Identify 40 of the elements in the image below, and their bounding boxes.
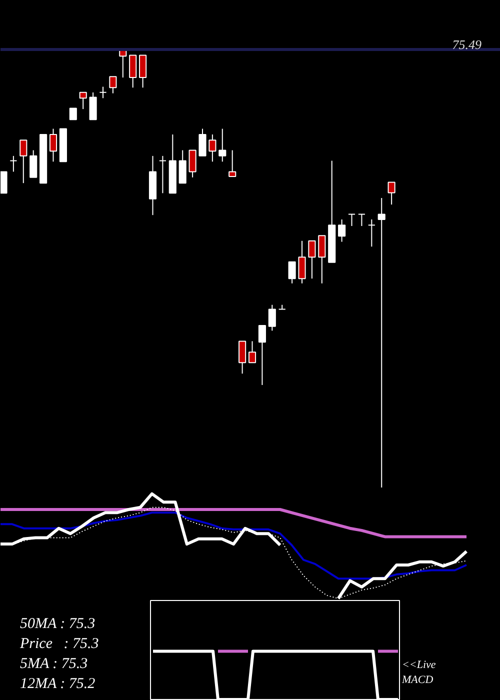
candlestick (10, 155, 18, 172)
text: 50MA : 75.3 (20, 615, 96, 634)
candlestick (99, 86, 107, 99)
candlestick (208, 134, 216, 162)
candlestick (368, 218, 376, 248)
candlestick (318, 235, 326, 284)
text: 75.49 (452, 37, 482, 52)
text: Price : 75.3 (20, 635, 99, 654)
candlestick (20, 140, 28, 184)
candlestick (69, 108, 77, 120)
candlestick (49, 128, 58, 162)
candlestick (378, 197, 386, 488)
candlestick (188, 150, 196, 178)
candlestick (238, 340, 246, 374)
candlestick (258, 324, 266, 386)
candlestick (228, 150, 236, 178)
candlestick (248, 340, 256, 364)
candlestick (109, 76, 117, 94)
candlestick (308, 240, 316, 280)
candlestick (89, 92, 97, 120)
candlestick (218, 128, 226, 162)
candlestick (129, 54, 137, 88)
candlestick (158, 155, 166, 194)
candlestick (0, 171, 8, 194)
candlestick (288, 261, 296, 284)
text: 12MA : 75.2 (20, 675, 96, 694)
candlestick (79, 92, 87, 110)
text: 5MA : 75.3 (20, 655, 89, 674)
candlestick (139, 54, 147, 88)
candlestick (338, 218, 346, 242)
candlestick (30, 150, 38, 178)
candlestick (268, 304, 276, 332)
candlestick (178, 150, 186, 184)
text: MACD (402, 673, 434, 688)
text: <<Live (402, 658, 436, 673)
candlestick (388, 182, 396, 206)
candlestick (348, 214, 356, 227)
candlestick (358, 214, 366, 227)
candlestick (298, 240, 306, 284)
candlestick (198, 128, 206, 156)
